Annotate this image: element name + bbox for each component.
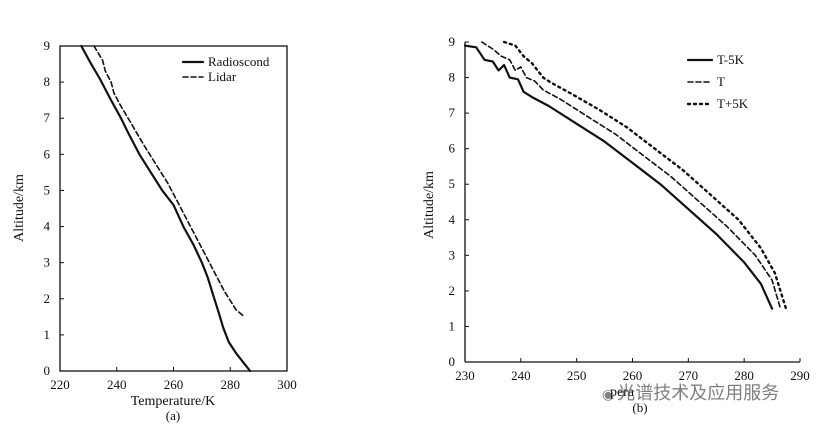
y-tick-label: 1 <box>449 318 456 333</box>
y-tick-label: 8 <box>449 70 456 85</box>
x-tick-label: 280 <box>734 368 754 383</box>
x-tick-label: 240 <box>511 368 531 383</box>
y-tick-label: 3 <box>449 247 456 262</box>
y-tick-label: 9 <box>44 38 51 53</box>
x-tick-label: 280 <box>221 377 241 392</box>
y-tick-label: 0 <box>449 354 456 369</box>
x-tick-label: 270 <box>679 368 699 383</box>
y-tick-label: 7 <box>44 110 51 125</box>
series-line-t-5k <box>463 44 774 310</box>
y-tick-label: 2 <box>449 283 456 298</box>
y-tick-label: 7 <box>449 105 456 120</box>
y-axis-ticks: 0 1 2 3 4 5 6 7 8 9 <box>449 34 469 369</box>
chart-panel-b: 0 1 2 3 4 5 6 7 8 9 230 240 250 260 270 280 290 T-5K T T+… <box>422 34 810 415</box>
y-tick-label: 3 <box>44 255 51 270</box>
legend-label: T+5K <box>717 96 749 111</box>
y-tick-label: 1 <box>44 327 51 342</box>
x-tick-label: 260 <box>164 377 184 392</box>
plot-area-frame <box>59 45 288 372</box>
y-axis-label: Altitude/km <box>422 171 437 239</box>
y-tick-label: 5 <box>449 176 456 191</box>
x-axis-ticks: 230 240 250 260 270 280 290 <box>455 358 810 383</box>
legend-label: Radioscond <box>208 54 270 69</box>
x-tick-label: 260 <box>623 368 643 383</box>
x-tick-label: 290 <box>790 368 810 383</box>
x-tick-label: 230 <box>455 368 475 383</box>
series-lines <box>80 44 252 373</box>
y-tick-label: 5 <box>44 182 51 197</box>
x-tick-label: 240 <box>107 377 127 392</box>
y-tick-label: 9 <box>449 34 456 49</box>
y-axis-label: Altitude/km <box>12 174 27 242</box>
wechat-icon: ◉ <box>602 387 615 403</box>
x-tick-label: 300 <box>277 377 297 392</box>
legend-label: Lidar <box>208 69 237 84</box>
watermark-text: 光谱技术及应用服务 <box>617 383 780 404</box>
x-axis-ticks: 220 240 260 280 300 <box>50 367 297 392</box>
y-tick-label: 2 <box>44 291 51 306</box>
y-tick-label: 8 <box>44 74 51 89</box>
legend: T-5K T T+5K <box>686 52 749 111</box>
y-tick-label: 4 <box>44 219 51 234</box>
legend-label: T-5K <box>717 52 745 67</box>
y-tick-label: 0 <box>44 363 51 378</box>
series-line-t <box>481 41 782 310</box>
y-tick-label: 4 <box>449 212 456 227</box>
series-lines <box>463 40 788 310</box>
series-line-t-5k <box>502 40 788 310</box>
x-axis-label-fragment: pera <box>610 385 635 400</box>
legend-label: T <box>717 74 725 89</box>
y-axis-ticks: 0 1 2 3 4 5 6 7 8 9 <box>44 38 64 378</box>
y-tick-label: 6 <box>44 146 51 161</box>
x-tick-label: 220 <box>50 377 70 392</box>
series-line-radioscond <box>80 44 252 373</box>
x-tick-label: 250 <box>567 368 587 383</box>
chart-panel-a: 0 1 2 3 4 5 6 7 8 9 220 240 260 280 300 RadioscondLid… <box>12 38 297 423</box>
x-axis-label: Temperature/K <box>131 394 216 409</box>
series-line-lidar <box>93 45 246 318</box>
panel-caption: (b) <box>632 400 647 415</box>
panel-caption: (a) <box>166 408 180 423</box>
y-tick-label: 6 <box>449 141 456 156</box>
watermark: ◉ 光谱技术及应用服务 <box>602 379 779 405</box>
